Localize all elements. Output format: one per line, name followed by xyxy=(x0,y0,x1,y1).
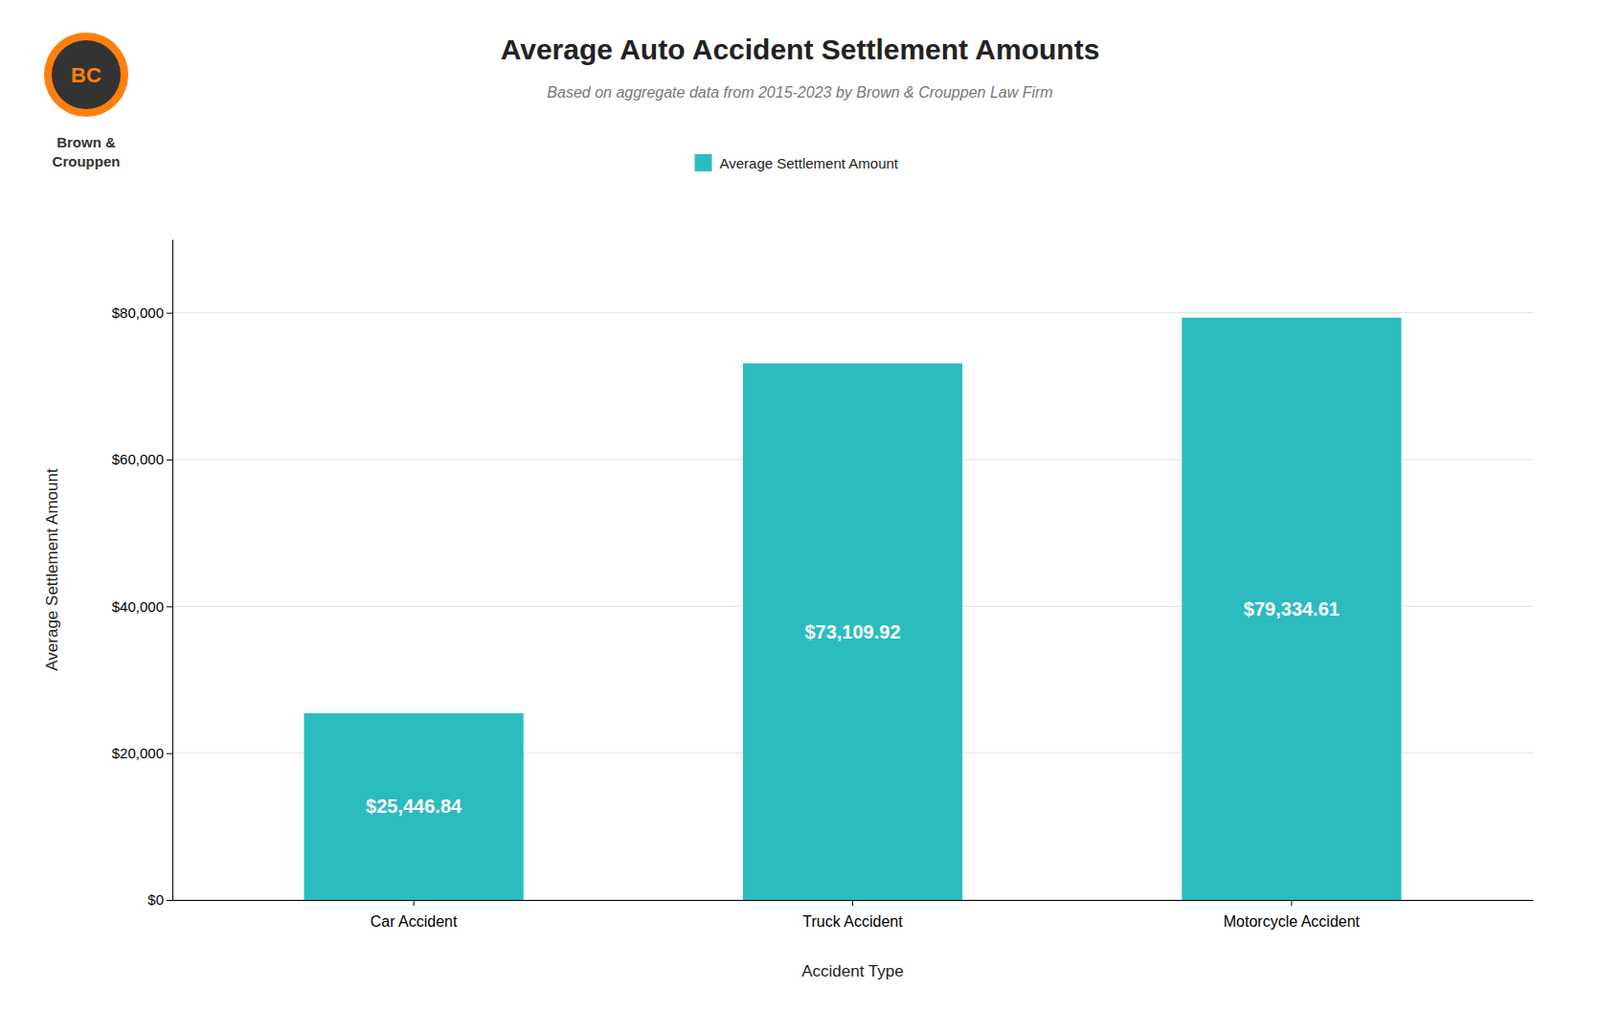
annotation: BC xyxy=(70,63,102,88)
x-tick: Motorcycle Accident xyxy=(1223,900,1361,930)
x-tick-label: Truck Accident xyxy=(802,913,903,930)
title: Average Auto Accident Settlement Amounts xyxy=(500,33,1101,66)
subtitle: Based on aggregate data from 2015-2023 b… xyxy=(546,84,1053,101)
legend-item: Average Settlement Amount xyxy=(695,154,900,172)
data-label: $79,334.61 xyxy=(1243,598,1340,620)
annotation: Brown & xyxy=(56,134,116,151)
bar xyxy=(304,713,524,901)
x-axis: Car Accident Truck Accident Motorcycle Acc… xyxy=(173,900,1534,930)
y-tick: $20,000 xyxy=(112,744,173,762)
x-tick-mark xyxy=(1290,900,1292,906)
y-tick-label: $20,000 xyxy=(112,744,164,762)
data-label: $25,446.84 xyxy=(365,795,463,817)
x-tick: Truck Accident xyxy=(802,900,903,930)
x-axis-title: Accident Type xyxy=(801,962,903,981)
grid-line xyxy=(172,312,1533,314)
annotation: Crouppen xyxy=(52,153,121,170)
y-tick-label: $80,000 xyxy=(112,304,164,321)
x-tick-label: Motorcycle Accident xyxy=(1223,913,1361,930)
x-tick-mark xyxy=(413,900,415,906)
y-axis-line xyxy=(172,240,174,902)
bar xyxy=(743,362,963,901)
legend-swatch xyxy=(695,154,713,172)
y-axis: $0 $20,000 $40,000 $60,000 $80,000 xyxy=(112,240,174,909)
grid xyxy=(172,313,1533,901)
x-tick-label: Car Accident xyxy=(370,913,458,930)
y-tick-mark xyxy=(166,606,173,608)
legend: Average Settlement Amount xyxy=(695,154,900,172)
logo-circle xyxy=(51,40,121,110)
y-tick-mark xyxy=(166,313,173,315)
data-labels: $25,446.84 $73,109.92 $79,334.61 xyxy=(365,598,1340,818)
y-tick-mark xyxy=(166,753,173,755)
y-tick: $0 xyxy=(147,891,173,908)
x-tick-mark xyxy=(852,900,854,906)
data-label: $73,109.92 xyxy=(804,621,901,643)
y-tick-label: $40,000 xyxy=(112,598,164,615)
y-tick: $80,000 xyxy=(112,304,173,321)
x-tick: Car Accident xyxy=(370,900,458,930)
legend-label: Average Settlement Amount xyxy=(720,155,900,172)
logo-ring xyxy=(44,32,129,117)
y-tick-mark xyxy=(166,459,173,461)
bar xyxy=(1181,317,1401,901)
bars xyxy=(304,317,1402,901)
y-tick: $60,000 xyxy=(112,450,173,468)
chart: Average Auto Accident Settlement Amounts… xyxy=(0,0,1600,1034)
y-axis-title: Average Settlement Amount xyxy=(43,468,62,672)
y-tick-mark xyxy=(166,900,173,902)
plot: $0 $20,000 $40,000 $60,000 $80,000 Car Accide… xyxy=(43,240,1534,982)
logo: BC Brown & Crouppen xyxy=(44,32,129,170)
y-tick-label: $60,000 xyxy=(112,450,164,468)
y-tick: $40,000 xyxy=(112,598,173,615)
y-tick-label: $0 xyxy=(147,891,164,908)
